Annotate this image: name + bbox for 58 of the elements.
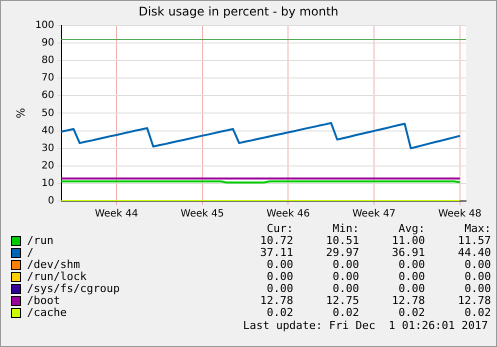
text: 36.91 bbox=[390, 246, 426, 259]
text: 0.02 bbox=[398, 306, 426, 319]
x-tick-label: Week 44 bbox=[94, 208, 138, 220]
x-tick-label: Week 47 bbox=[352, 208, 396, 220]
text: 0.00 bbox=[266, 270, 294, 283]
y-tick-label: 90 bbox=[42, 38, 54, 49]
x-tick-label: Week 48 bbox=[438, 208, 482, 220]
text: 44.40 bbox=[456, 246, 491, 259]
text: 0.02 bbox=[464, 306, 491, 319]
text: 12.78 bbox=[390, 294, 426, 307]
text: 0.00 bbox=[398, 282, 426, 295]
text: Last update: Fri Dec 1 01:26:01 2017 bbox=[242, 319, 488, 332]
y-tick-label: 10 bbox=[42, 178, 54, 190]
legend-label: /dev/shm bbox=[26, 258, 81, 271]
text: Avg: bbox=[398, 222, 426, 235]
x-tick-label: Week 46 bbox=[266, 208, 310, 220]
text: 10.72 bbox=[259, 234, 294, 247]
legend-label: / bbox=[26, 246, 35, 259]
text: 0.00 bbox=[464, 282, 491, 295]
text: 11.00 bbox=[390, 234, 426, 247]
y-tick-label: 60 bbox=[42, 90, 54, 102]
text: Max: bbox=[464, 222, 491, 235]
legend-label: /boot bbox=[26, 294, 60, 307]
text: 0.00 bbox=[464, 258, 491, 271]
text: 0.00 bbox=[332, 270, 360, 283]
text: 37.11 bbox=[259, 246, 294, 259]
y-tick-label: 30 bbox=[42, 142, 54, 154]
legend-label: /run bbox=[26, 234, 54, 247]
text: Cur: bbox=[266, 222, 294, 235]
text: 0.00 bbox=[332, 282, 360, 295]
y-tick-label: 20 bbox=[42, 160, 54, 172]
y-tick-label: 70 bbox=[42, 72, 54, 84]
y-tick-label: 0 bbox=[48, 196, 54, 207]
y-tick-label: 40 bbox=[42, 125, 54, 136]
text: 0.00 bbox=[398, 270, 426, 283]
text: 12.78 bbox=[259, 294, 294, 307]
text: 12.78 bbox=[456, 294, 491, 307]
y-axis-title: % bbox=[14, 108, 28, 118]
y-tick-label: 80 bbox=[42, 55, 54, 66]
text: 0.00 bbox=[398, 258, 426, 271]
text: 0.02 bbox=[332, 306, 360, 319]
text: 0.00 bbox=[464, 270, 491, 283]
text: 10.51 bbox=[325, 234, 360, 247]
text: 0.00 bbox=[266, 258, 294, 271]
y-tick-label: 50 bbox=[42, 108, 54, 119]
x-tick-label: Week 45 bbox=[180, 208, 224, 220]
text: 0.00 bbox=[266, 282, 294, 295]
y-tick-label: 100 bbox=[35, 20, 54, 31]
text: 12.75 bbox=[325, 294, 360, 307]
legend-label: /sys/fs/cgroup bbox=[26, 282, 121, 295]
legend-label: /run/lock bbox=[26, 270, 88, 283]
chart-title: Disk usage in percent - by month bbox=[138, 4, 338, 18]
text: Min: bbox=[332, 222, 360, 235]
legend-label: /cache bbox=[26, 306, 68, 319]
text: 29.97 bbox=[325, 246, 360, 259]
text: 0.00 bbox=[332, 258, 360, 271]
text: 0.02 bbox=[266, 306, 294, 319]
text: 11.57 bbox=[456, 234, 491, 247]
